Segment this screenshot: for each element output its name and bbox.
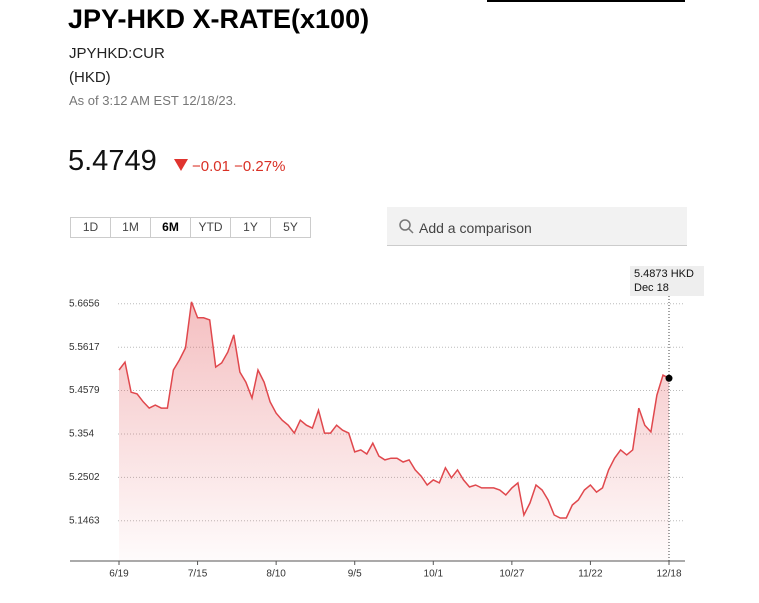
x-tick-label: 6/19 (109, 569, 129, 580)
y-tick-label: 5.4579 (69, 385, 100, 396)
change-pct: −0.27% (234, 158, 286, 175)
x-tick-label: 8/10 (266, 569, 286, 580)
tooltip-box (630, 266, 704, 296)
y-tick-label: 5.2502 (69, 472, 100, 483)
currency: (HKD) (69, 69, 111, 86)
range-button[interactable]: YTD (190, 217, 231, 238)
search-placeholder: Add a comparison (419, 220, 532, 236)
y-tick-label: 5.6656 (69, 298, 100, 309)
range-button[interactable]: 1M (110, 217, 151, 238)
area (119, 301, 669, 561)
ticker: JPYHKD:CUR (69, 45, 165, 62)
y-tick-label: 5.5617 (69, 342, 100, 353)
change-value: −0.01 (192, 158, 230, 175)
y-tick-label: 5.354 (69, 429, 94, 440)
tooltip-date: Dec 18 (634, 282, 669, 294)
range-button[interactable]: 1D (70, 217, 111, 238)
x-tick-label: 9/5 (348, 569, 362, 580)
hover-dot (665, 374, 673, 382)
tooltip-value: 5.4873 HKD (634, 268, 694, 280)
x-tick-label: 11/22 (578, 569, 603, 580)
as-of: As of 3:12 AM EST 12/18/23. (69, 93, 237, 108)
price-line (118, 301, 670, 519)
x-tick-label: 7/15 (188, 569, 208, 580)
x-tick-label: 10/1 (424, 569, 444, 580)
x-tick-label: 12/18 (656, 569, 681, 580)
top-bar (487, 0, 685, 2)
search-icon (399, 219, 414, 234)
range-button[interactable]: 6M (150, 217, 191, 238)
price: 5.4749 (68, 145, 157, 177)
x-tick-label: 10/27 (499, 569, 524, 580)
search-box[interactable]: Add a comparison (387, 207, 687, 246)
change: −0.01 −0.27% (192, 158, 285, 175)
y-tick-label: 5.1463 (69, 515, 100, 526)
down-arrow (174, 159, 188, 171)
range-button[interactable]: 5Y (270, 217, 311, 238)
range-buttons: 1D 1M 6M YTD 1Y 5Y (70, 217, 311, 238)
title: JPY-HKD X-RATE(x100) (68, 4, 370, 34)
